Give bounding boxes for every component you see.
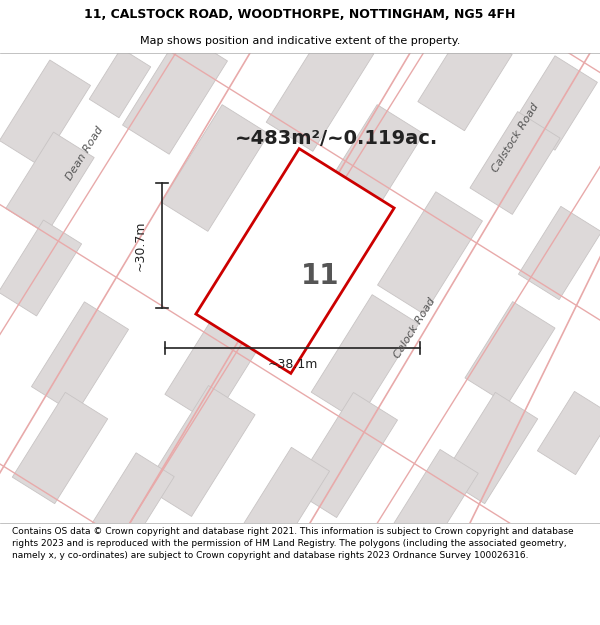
- Text: ~30.7m: ~30.7m: [133, 220, 146, 271]
- Polygon shape: [442, 392, 538, 504]
- Text: Contains OS data © Crown copyright and database right 2021. This information is : Contains OS data © Crown copyright and d…: [12, 527, 574, 559]
- Polygon shape: [0, 220, 82, 316]
- Polygon shape: [382, 449, 478, 567]
- Polygon shape: [377, 192, 482, 314]
- Text: 11: 11: [301, 262, 339, 290]
- Polygon shape: [0, 60, 91, 166]
- Polygon shape: [122, 32, 227, 154]
- Text: Calock Road: Calock Road: [392, 296, 437, 360]
- Text: Calstock Road: Calstock Road: [490, 102, 540, 174]
- Polygon shape: [13, 392, 107, 504]
- Polygon shape: [266, 24, 374, 151]
- Polygon shape: [145, 386, 255, 516]
- Polygon shape: [196, 149, 394, 373]
- Polygon shape: [512, 56, 598, 150]
- Polygon shape: [6, 132, 94, 234]
- Polygon shape: [538, 391, 600, 474]
- Text: 11, CALSTOCK ROAD, WOODTHORPE, NOTTINGHAM, NG5 4FH: 11, CALSTOCK ROAD, WOODTHORPE, NOTTINGHA…: [85, 8, 515, 21]
- Polygon shape: [470, 112, 560, 214]
- Text: Dean Road: Dean Road: [64, 124, 106, 182]
- Polygon shape: [230, 448, 329, 569]
- Polygon shape: [311, 294, 419, 421]
- Text: Map shows position and indicative extent of the property.: Map shows position and indicative extent…: [140, 36, 460, 46]
- Polygon shape: [31, 302, 128, 414]
- Polygon shape: [89, 48, 151, 118]
- Text: ~483m²/~0.119ac.: ~483m²/~0.119ac.: [235, 129, 438, 148]
- Polygon shape: [86, 452, 174, 558]
- Polygon shape: [165, 292, 275, 424]
- Polygon shape: [161, 104, 269, 231]
- Polygon shape: [518, 206, 600, 299]
- Text: ~38.1m: ~38.1m: [268, 357, 317, 371]
- Polygon shape: [316, 104, 424, 231]
- Polygon shape: [418, 25, 512, 131]
- Polygon shape: [292, 392, 398, 518]
- Polygon shape: [465, 302, 555, 404]
